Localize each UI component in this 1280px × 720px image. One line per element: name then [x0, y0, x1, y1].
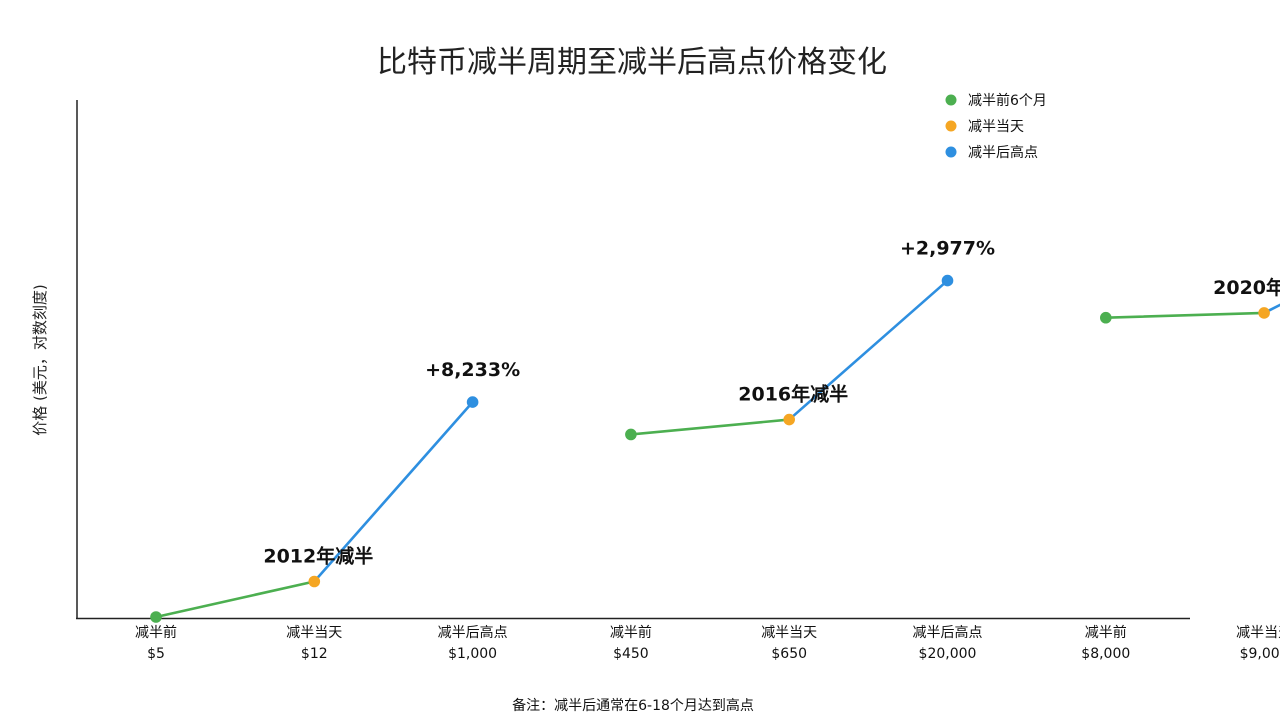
- x-tick-label: 减半当天: [1236, 625, 1280, 641]
- y-axis-label: 价格 (美元，对数刻度): [31, 284, 49, 435]
- legend-marker: [945, 146, 957, 158]
- x-tick-label: 减半当天: [761, 625, 817, 641]
- legend-label: 减半后高点: [968, 144, 1038, 161]
- halving-day-point: [1258, 307, 1270, 319]
- halving-cycle-label: 2016年减半: [738, 383, 848, 406]
- halving-to-peak-line: [1262, 303, 1280, 315]
- x-tick-value: $650: [771, 646, 807, 662]
- x-tick-labels: 减半前 $5 减半当天 $12 减半后高点 $1,000 减半前 $450 减半当天 $650 减半…: [135, 624, 1280, 662]
- pre-to-halving-line: [154, 580, 316, 619]
- halving-to-peak-line: [787, 279, 949, 421]
- x-tick-value: $20,000: [919, 646, 977, 662]
- legend-marker: [945, 120, 957, 132]
- x-tick-label: 减半前: [1085, 624, 1127, 641]
- legend-label: 减半前6个月: [968, 92, 1047, 109]
- halving-day-point: [783, 413, 795, 426]
- x-tick-value: $12: [301, 646, 328, 662]
- halving-day-point: [308, 575, 321, 588]
- halving-cycle-label: 2012年减半: [263, 544, 373, 567]
- post-halving-peak-point: [941, 274, 954, 287]
- legend-marker: [945, 94, 957, 106]
- halving-to-peak-line: [312, 400, 474, 583]
- pre-to-halving-line: [629, 418, 791, 436]
- chart-title: 比特币减半周期至减半后高点价格变化: [377, 45, 887, 80]
- x-tick-label: 减半后高点: [913, 624, 983, 641]
- x-tick-value: $450: [613, 646, 649, 662]
- x-tick-label: 减半后高点: [438, 624, 508, 641]
- x-tick-label: 减半前: [610, 624, 652, 641]
- pre-to-halving-line: [1104, 311, 1266, 320]
- pre-halving-point: [1100, 311, 1112, 324]
- percent-change-label: +2,977%: [900, 238, 995, 260]
- pre-halving-point: [150, 611, 162, 623]
- x-tick-value: $5: [147, 646, 165, 662]
- x-tick-value: $9,000: [1240, 646, 1280, 662]
- pre-halving-point: [625, 428, 637, 441]
- chart-note: 备注：减半后通常在6-18个月达到高点: [512, 697, 754, 714]
- x-tick-value: $1,000: [448, 646, 497, 662]
- post-halving-peak-point: [466, 396, 479, 408]
- x-tick-value: $8,000: [1081, 646, 1130, 662]
- x-tick-label: 减半当天: [286, 625, 342, 641]
- x-tick-label: 减半前: [135, 624, 177, 641]
- percent-change-label: +8,233%: [425, 359, 520, 381]
- legend-label: 减半当天: [968, 119, 1024, 135]
